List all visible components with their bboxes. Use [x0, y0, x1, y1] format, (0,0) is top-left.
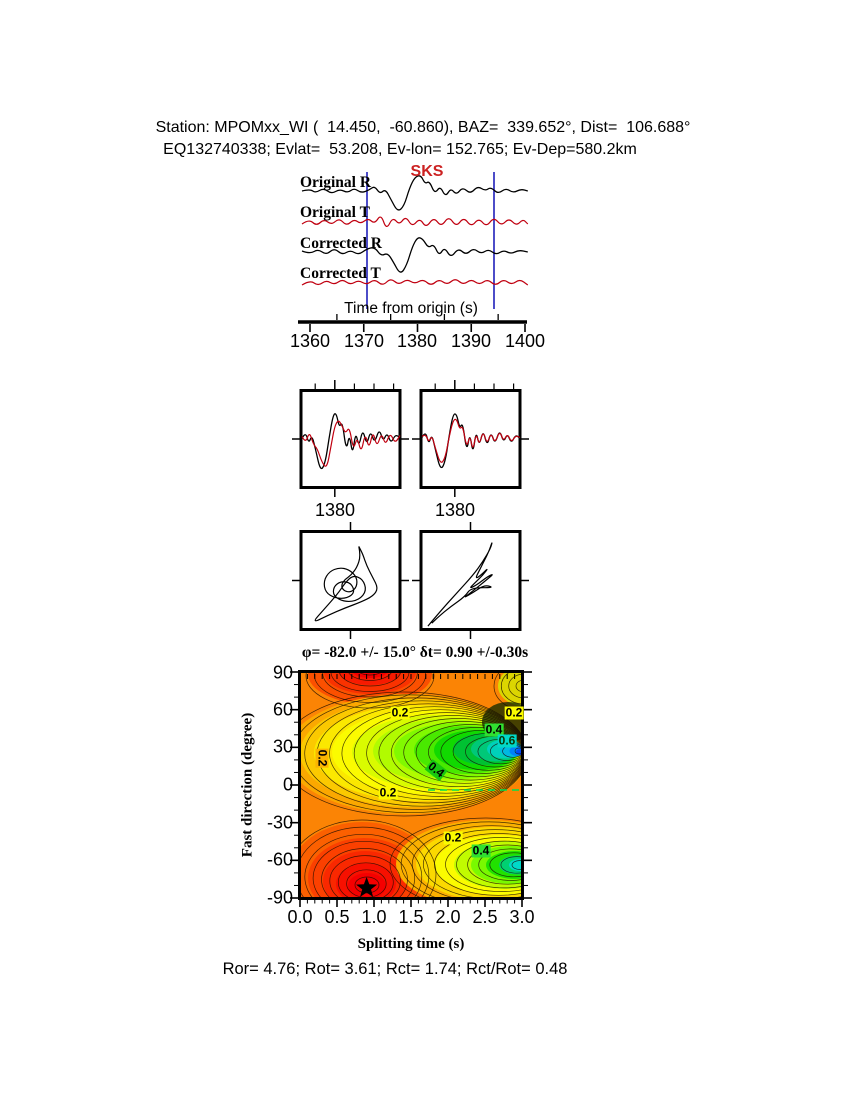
- ytick--30: -30: [266, 812, 293, 833]
- trace-label-corrected-r: Corrected R: [300, 235, 382, 252]
- contour-label-0.2-d: 0.2: [378, 785, 398, 800]
- corrected-r-trace: [301, 237, 528, 273]
- xtick-0.5: 0.5: [324, 907, 350, 927]
- trace-label-corrected-t: Corrected T: [300, 265, 381, 282]
- ytick--60: -60: [266, 849, 293, 870]
- time-tick-1370: 1370: [343, 331, 385, 351]
- contour-label-0.4-a: 0.4: [484, 722, 504, 737]
- time-tick-1360: 1360: [289, 331, 331, 351]
- overlay-box-left: [299, 389, 402, 489]
- overlay-box-right: [419, 389, 522, 489]
- phase-label-sks: SKS: [410, 163, 444, 180]
- contour-xlabel: Splitting time (s): [357, 936, 465, 952]
- particle-motion-right-curve: [427, 542, 493, 627]
- overlay-left-black-trace: [301, 413, 401, 470]
- contour-label-0.2-e: 0.2: [443, 830, 463, 845]
- top-right-corner-contours: [493, 672, 522, 711]
- overlay-boxes: [292, 380, 529, 497]
- ytick-0: 0: [282, 774, 293, 795]
- contour-ylabel: Fast direction (degree): [239, 712, 256, 858]
- overlay-right-red-trace: [421, 418, 521, 463]
- contour-bottom-minor-ticks: [306, 898, 516, 904]
- particle-motion-box-right: [419, 530, 522, 631]
- contour-bottom-major-ticks: [299, 898, 523, 907]
- time-tick-1380: 1380: [396, 331, 438, 351]
- time-axis-minor-ticks: [336, 314, 499, 320]
- contour-label-0.6: 0.6: [497, 733, 517, 748]
- lower-right-basin-contours: [389, 817, 522, 898]
- lower-left-max-contours: [300, 819, 437, 898]
- event-header-line: EQ132740338; Evlat= 53.208, Ev-lon= 152.…: [163, 141, 637, 158]
- xtick-2.5: 2.5: [472, 907, 498, 927]
- time-tick-1390: 1390: [450, 331, 492, 351]
- particle-motion-boxes: [292, 522, 529, 639]
- time-tick-1400: 1400: [504, 331, 546, 351]
- original-r-trace: [301, 175, 528, 211]
- contour-label-0.4-c: 0.4: [471, 843, 491, 858]
- overlay-left-top-minor-ticks: [314, 383, 395, 389]
- ytick-30: 30: [272, 736, 293, 757]
- station-header-line: Station: MPOMxx_WI ( 14.450, -60.860), B…: [155, 119, 691, 136]
- contour-label-0.2-a: 0.2: [390, 705, 410, 720]
- ytick-60: 60: [272, 699, 293, 720]
- xtick-1.5: 1.5: [398, 907, 424, 927]
- ytick-90: 90: [272, 662, 293, 683]
- xtick-3.0: 3.0: [509, 907, 535, 927]
- contour-top-inner-ticks: [306, 674, 516, 679]
- best-solution-star: [356, 877, 378, 897]
- overlay-left-red-trace: [301, 420, 401, 467]
- result-title: φ= -82.0 +/- 15.0° δt= 0.90 +/-0.30s: [301, 644, 529, 661]
- ytick--90: -90: [266, 887, 293, 908]
- original-t-trace: [301, 216, 529, 227]
- contour-left-major-ticks: [290, 671, 299, 899]
- trace-label-original-r: Original R: [300, 174, 372, 191]
- error-surface: [300, 672, 522, 898]
- footer-stats: Ror= 4.76; Rot= 3.61; Rct= 1.74; Rct/Rot…: [222, 960, 568, 978]
- overlay-right-top-minor-ticks: [434, 383, 515, 389]
- particle-motion-box-left: [299, 530, 402, 631]
- time-axis-major-ticks: [309, 324, 526, 332]
- seismogram-panel: [298, 172, 529, 332]
- contour-label-0.2-b: 0.2: [504, 705, 524, 720]
- time-axis-title: Time from origin (s): [344, 300, 478, 317]
- xtick-1.0: 1.0: [361, 907, 387, 927]
- upper-basin-contours: [300, 691, 522, 817]
- overlay-right-tick-label: 1380: [434, 500, 476, 520]
- contour-right-major-ticks: [523, 671, 532, 899]
- overlay-left-tick-label: 1380: [314, 500, 356, 520]
- xtick-0.0: 0.0: [287, 907, 313, 927]
- corrected-t-trace: [301, 279, 529, 286]
- particle-motion-left-curve: [314, 546, 378, 622]
- contour-label-0.2-c: 0.2: [315, 748, 330, 768]
- xtick-2.0: 2.0: [435, 907, 461, 927]
- trace-label-original-t: Original T: [300, 204, 370, 221]
